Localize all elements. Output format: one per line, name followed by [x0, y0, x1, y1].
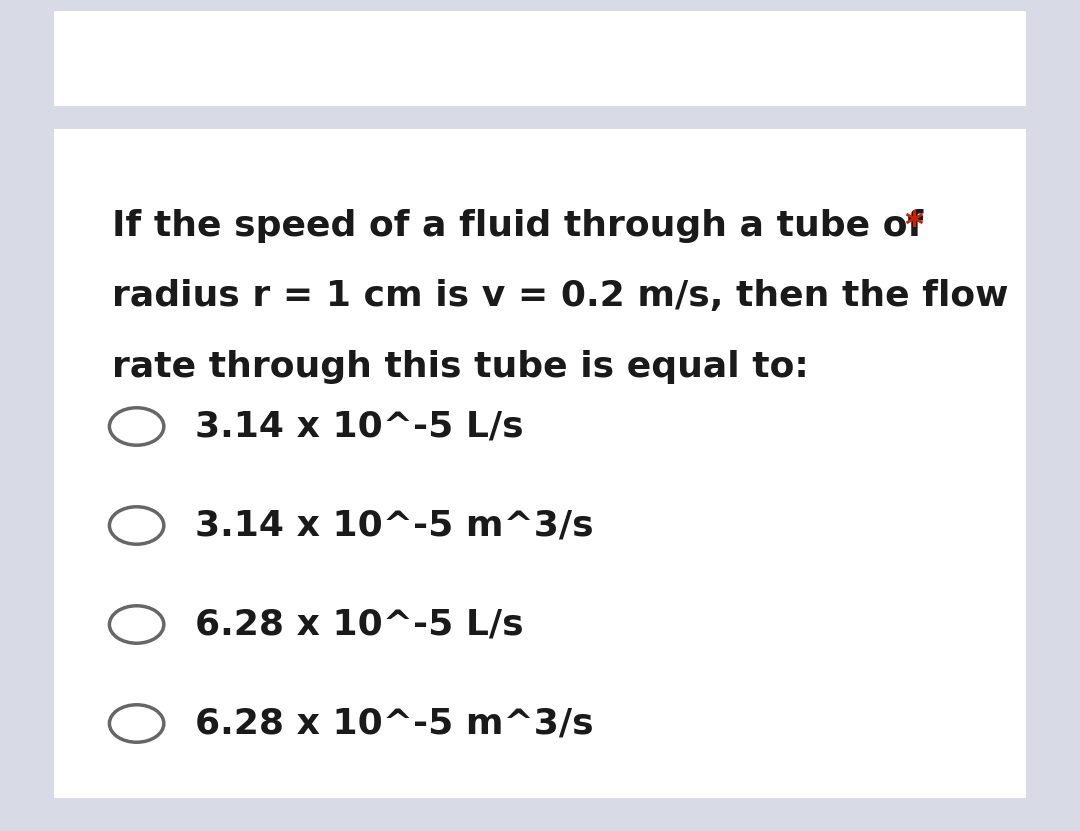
Text: 6.28 x 10^-5 m^3/s: 6.28 x 10^-5 m^3/s	[194, 706, 594, 740]
Text: rate through this tube is equal to:: rate through this tube is equal to:	[112, 350, 809, 384]
Text: 3.14 x 10^-5 L/s: 3.14 x 10^-5 L/s	[194, 410, 524, 444]
Text: 6.28 x 10^-5 L/s: 6.28 x 10^-5 L/s	[194, 607, 524, 642]
Text: 3.14 x 10^-5 m^3/s: 3.14 x 10^-5 m^3/s	[194, 509, 594, 543]
Text: radius r = 1 cm is v = 0.2 m/s, then the flow: radius r = 1 cm is v = 0.2 m/s, then the…	[112, 279, 1009, 313]
Text: If the speed of a fluid through a tube of: If the speed of a fluid through a tube o…	[112, 209, 923, 243]
Text: *: *	[905, 209, 923, 243]
